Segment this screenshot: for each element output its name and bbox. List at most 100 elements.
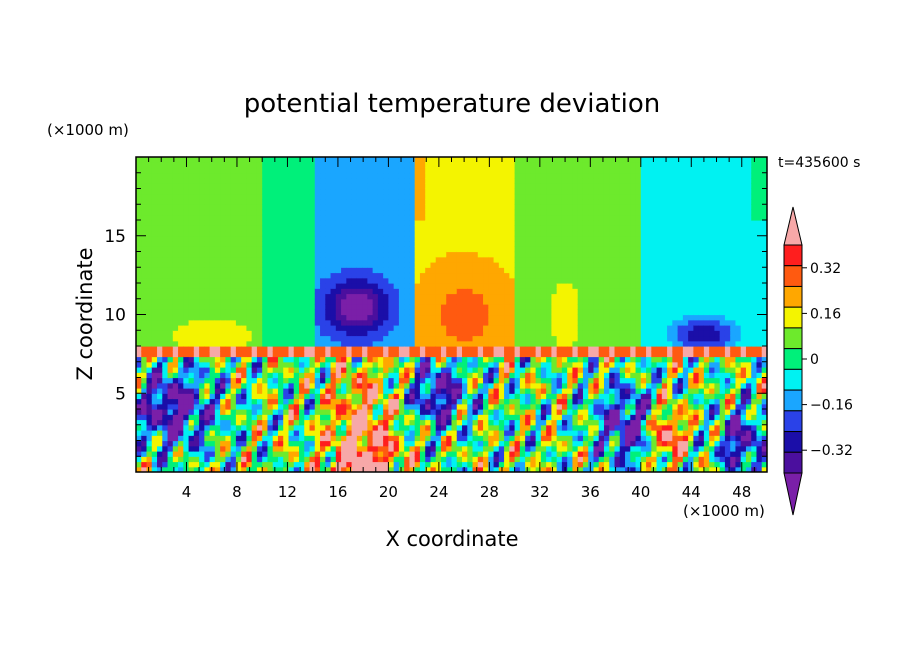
field-cell <box>272 172 279 179</box>
field-cell <box>393 367 400 373</box>
field-cell <box>362 361 368 368</box>
field-cell <box>325 283 332 289</box>
field-cell <box>556 309 563 316</box>
field-cell <box>419 183 426 190</box>
field-cell <box>414 325 421 331</box>
field-cell <box>288 235 295 242</box>
field-cell <box>320 351 326 358</box>
field-cell <box>146 193 153 200</box>
field-cell <box>346 251 353 258</box>
field-cell <box>519 251 526 258</box>
field-cell <box>330 204 337 211</box>
field-cell <box>251 430 258 436</box>
field-cell <box>456 167 463 174</box>
field-cell <box>435 172 442 179</box>
field-cell <box>162 204 169 211</box>
field-cell <box>409 403 416 410</box>
field-cell <box>335 314 342 321</box>
field-cell <box>467 157 474 163</box>
field-cell <box>488 440 495 447</box>
field-cell <box>556 193 563 200</box>
field-cell <box>220 256 226 263</box>
field-cell <box>356 456 363 463</box>
field-cell <box>419 430 426 436</box>
field-cell <box>377 167 384 174</box>
field-cell <box>178 288 184 295</box>
field-cell <box>356 262 363 268</box>
field-cell <box>288 466 295 472</box>
field-cell <box>309 193 316 200</box>
field-cell <box>193 377 200 384</box>
field-cell <box>367 288 374 295</box>
field-cell <box>262 178 269 184</box>
field-cell <box>383 435 389 442</box>
field-cell <box>183 199 190 205</box>
field-cell <box>356 293 363 300</box>
field-cell <box>167 435 174 442</box>
field-cell <box>377 283 384 289</box>
field-cell <box>451 298 458 305</box>
field-cell <box>235 183 242 190</box>
field-cell <box>188 466 195 472</box>
field-cell <box>288 388 295 394</box>
field-cell <box>146 461 153 468</box>
field-cell <box>230 188 237 195</box>
field-cell <box>183 377 190 384</box>
field-cell <box>256 235 263 242</box>
field-cell <box>362 157 368 163</box>
field-cell <box>572 456 579 463</box>
field-cell <box>293 319 300 326</box>
field-cell <box>546 293 553 300</box>
field-cell <box>362 414 368 421</box>
field-cell <box>346 204 353 211</box>
field-cell <box>367 430 374 436</box>
field-cell <box>136 214 142 221</box>
field-cell <box>178 435 184 442</box>
field-cell <box>199 372 205 379</box>
field-cell <box>372 398 379 405</box>
field-cell <box>377 393 384 400</box>
field-cell <box>530 319 537 326</box>
y-axis-unit: (×1000 m) <box>47 121 129 139</box>
field-cell <box>525 172 531 179</box>
field-cell <box>377 220 384 226</box>
field-cell <box>456 451 463 457</box>
field-cell <box>393 230 400 237</box>
field-cell <box>209 199 216 205</box>
field-cell <box>146 377 153 384</box>
field-cell <box>320 256 326 263</box>
field-cell <box>277 272 284 279</box>
field-cell <box>199 346 205 352</box>
field-cell <box>230 393 237 400</box>
field-cell <box>367 388 374 394</box>
field-cell <box>314 267 321 274</box>
field-cell <box>362 267 368 274</box>
field-cell <box>241 283 248 289</box>
field-cell <box>398 409 405 415</box>
field-cell <box>398 251 405 258</box>
field-cell <box>141 241 148 247</box>
field-cell <box>525 220 531 226</box>
field-cell <box>398 398 405 405</box>
field-cell <box>204 440 211 447</box>
field-cell <box>467 325 474 331</box>
field-cell <box>193 356 200 363</box>
field-cell <box>325 409 332 415</box>
field-cell <box>151 377 158 384</box>
field-cell <box>367 172 374 179</box>
field-cell <box>320 414 326 421</box>
field-cell <box>188 283 195 289</box>
field-cell <box>193 256 200 263</box>
field-cell <box>440 398 447 405</box>
field-cell <box>335 293 342 300</box>
field-cell <box>214 251 221 258</box>
field-cell <box>440 172 447 179</box>
field-cell <box>409 246 416 253</box>
field-cell <box>304 351 311 358</box>
field-cell <box>356 246 363 253</box>
field-cell <box>383 267 389 274</box>
field-cell <box>451 403 458 410</box>
field-cell <box>288 183 295 190</box>
field-cell <box>446 293 453 300</box>
field-cell <box>504 209 510 216</box>
